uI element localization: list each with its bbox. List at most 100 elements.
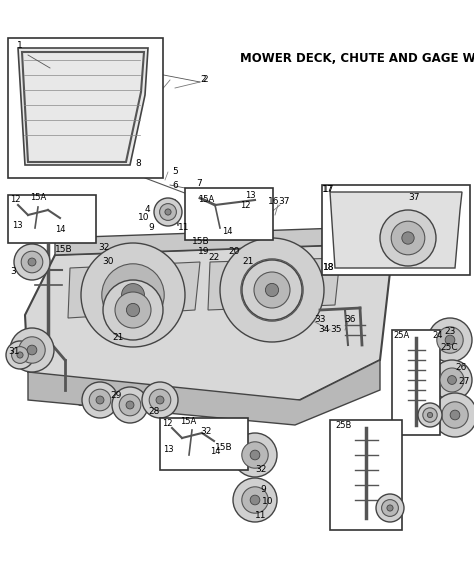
Polygon shape — [25, 245, 390, 405]
Text: 15A: 15A — [198, 196, 214, 205]
Text: 17: 17 — [323, 185, 335, 194]
Circle shape — [380, 210, 436, 266]
Text: 26: 26 — [455, 364, 466, 373]
Text: 24: 24 — [432, 331, 443, 340]
Circle shape — [103, 280, 163, 340]
Circle shape — [165, 209, 171, 215]
Circle shape — [160, 203, 176, 221]
Circle shape — [233, 478, 277, 522]
Text: 31: 31 — [8, 348, 19, 356]
Bar — [8, 38, 163, 178]
Circle shape — [102, 264, 164, 326]
Circle shape — [220, 238, 324, 342]
Circle shape — [241, 259, 303, 321]
Circle shape — [242, 260, 302, 320]
Bar — [322, 185, 470, 275]
Text: 29: 29 — [110, 390, 121, 400]
Text: 2: 2 — [202, 75, 208, 84]
Text: MOWER DECK, CHUTE AND GAGE WHEELS: MOWER DECK, CHUTE AND GAGE WHEELS — [240, 52, 474, 65]
Circle shape — [242, 487, 268, 513]
Circle shape — [433, 393, 474, 437]
Circle shape — [17, 352, 23, 358]
Text: 33: 33 — [314, 316, 326, 324]
Text: 15B: 15B — [192, 238, 210, 246]
Text: 35: 35 — [330, 325, 341, 335]
Bar — [160, 418, 248, 470]
Text: 14: 14 — [55, 226, 65, 234]
Text: 19: 19 — [198, 247, 210, 256]
Polygon shape — [208, 258, 340, 310]
Circle shape — [127, 303, 140, 316]
Circle shape — [28, 258, 36, 266]
Text: 32: 32 — [98, 243, 109, 253]
Circle shape — [112, 387, 148, 423]
Circle shape — [115, 292, 151, 328]
Circle shape — [19, 337, 45, 363]
Circle shape — [250, 450, 260, 460]
Text: 12: 12 — [162, 418, 173, 428]
Text: 9: 9 — [148, 223, 154, 233]
Text: 14: 14 — [210, 447, 220, 457]
Circle shape — [437, 327, 463, 353]
Text: 11: 11 — [178, 223, 190, 233]
Circle shape — [428, 318, 472, 362]
Circle shape — [428, 412, 433, 418]
Circle shape — [6, 341, 34, 369]
Polygon shape — [68, 262, 200, 318]
Text: 18: 18 — [323, 263, 335, 272]
Circle shape — [445, 335, 455, 345]
Text: 20: 20 — [228, 247, 239, 256]
Circle shape — [154, 198, 182, 226]
Circle shape — [387, 505, 393, 511]
Text: 11: 11 — [255, 511, 266, 519]
Text: 30: 30 — [102, 258, 113, 267]
Text: 21: 21 — [242, 258, 254, 267]
Circle shape — [142, 382, 178, 418]
Text: 13: 13 — [163, 446, 173, 454]
Text: 5: 5 — [172, 168, 178, 177]
Text: 10: 10 — [262, 498, 273, 507]
Text: 1: 1 — [17, 40, 23, 50]
Text: 18: 18 — [323, 263, 335, 272]
Circle shape — [126, 401, 134, 409]
Text: 15A: 15A — [30, 193, 46, 202]
Bar — [330, 420, 402, 530]
Text: 22: 22 — [208, 254, 219, 263]
Circle shape — [242, 442, 268, 468]
Circle shape — [418, 403, 442, 427]
Text: 37: 37 — [278, 197, 290, 206]
Bar — [392, 330, 440, 435]
Circle shape — [89, 389, 111, 411]
Text: 15A: 15A — [180, 417, 196, 425]
Polygon shape — [18, 48, 148, 165]
Circle shape — [261, 279, 283, 302]
Circle shape — [27, 345, 37, 355]
Circle shape — [450, 410, 460, 420]
Circle shape — [442, 402, 468, 428]
Bar — [8, 195, 96, 243]
Circle shape — [81, 243, 185, 347]
Text: 37: 37 — [408, 193, 419, 202]
Text: 25A: 25A — [393, 331, 409, 340]
Text: 14: 14 — [222, 227, 233, 237]
Polygon shape — [28, 360, 380, 425]
Circle shape — [376, 494, 404, 522]
Text: 8: 8 — [135, 158, 141, 168]
Circle shape — [432, 360, 472, 400]
Bar — [185, 188, 273, 240]
Circle shape — [250, 495, 260, 505]
Text: 3: 3 — [10, 267, 16, 276]
Text: 12: 12 — [10, 196, 20, 205]
Circle shape — [156, 396, 164, 404]
Circle shape — [96, 396, 104, 404]
Text: 23: 23 — [444, 328, 456, 336]
Circle shape — [440, 368, 464, 392]
Text: 25B: 25B — [335, 421, 351, 430]
Text: 2: 2 — [200, 75, 206, 84]
Text: 15B: 15B — [215, 443, 233, 453]
Text: 10: 10 — [138, 214, 149, 222]
Circle shape — [233, 433, 277, 477]
Circle shape — [11, 347, 28, 364]
Circle shape — [82, 382, 118, 418]
Circle shape — [391, 221, 425, 255]
